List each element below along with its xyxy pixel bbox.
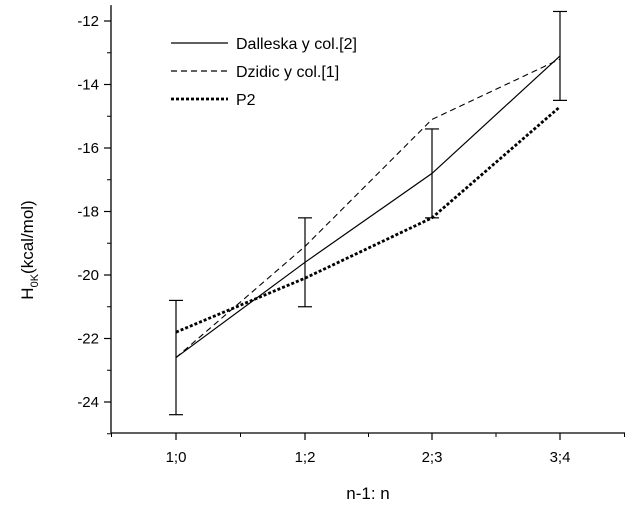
series-line-2 (175, 105, 561, 334)
legend: Dalleska y col.[2] Dzidic y col.[1] P2 (171, 36, 357, 109)
error-bars (169, 10, 567, 416)
legend-label-dalleska: Dalleska y col.[2] (236, 36, 357, 53)
x-tick-label: 1;0 (166, 449, 187, 466)
y-tick-label: -14 (77, 77, 99, 94)
x-tick-label: 3;4 (550, 449, 571, 466)
series-line-1 (175, 58, 561, 358)
y-axis-title-subscript: 0K (29, 273, 41, 287)
y-tick-label: -20 (77, 267, 99, 284)
x-axis-title: n-1: n (346, 484, 389, 503)
x-tick-label: 1;2 (295, 449, 316, 466)
y-tick-label: -24 (77, 394, 99, 411)
x-tick-label: 2;3 (422, 449, 443, 466)
y-tick-label: -22 (77, 331, 99, 348)
y-axis-title: H0K(kcal/mol) (18, 200, 41, 299)
series-line-0 (175, 55, 561, 359)
x-axis-ticks: 1;0 1;2 2;3 3;4 (111, 433, 625, 466)
y-tick-label: -18 (77, 204, 99, 221)
legend-label-p2: P2 (236, 92, 256, 109)
legend-label-dzidic: Dzidic y col.[1] (236, 64, 339, 81)
y-tick-label: -12 (77, 13, 99, 30)
y-tick-label: -16 (77, 140, 99, 157)
y-axis-title-main: H (18, 287, 37, 299)
y-axis-title-unit: (kcal/mol) (18, 200, 37, 274)
series-lines (175, 55, 561, 359)
svg-text:H0K(kcal/mol): H0K(kcal/mol) (18, 200, 41, 299)
y-axis-ticks: -24 -22 -20 -18 -16 -14 -12 (77, 13, 111, 435)
